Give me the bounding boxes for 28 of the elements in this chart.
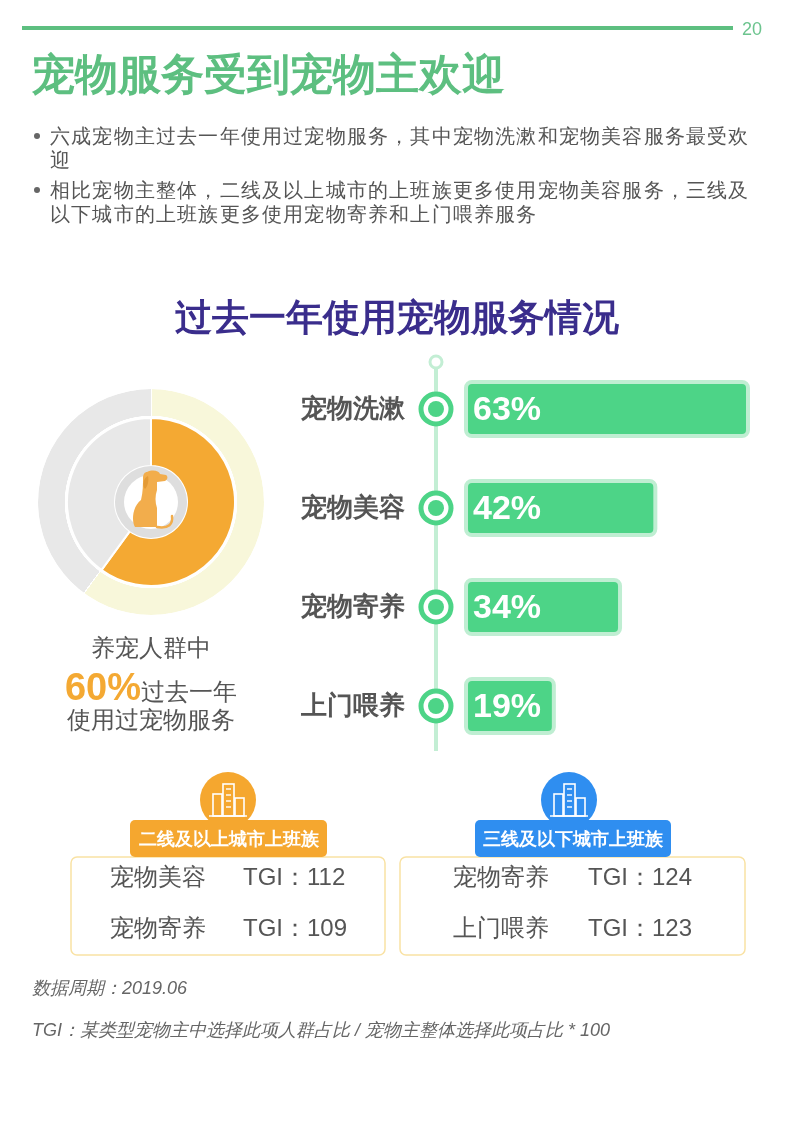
data-label: 19% (473, 686, 542, 726)
data-label: 42% (473, 488, 542, 528)
text: 二线及以上城市上班族 (138, 828, 319, 849)
text: TGI：123 (588, 914, 693, 942)
text: 20 (742, 18, 763, 40)
data-label: 34% (473, 587, 542, 627)
y-tick-label: 宠物美容 (301, 492, 405, 523)
text: 数据周期：2019.06 (32, 977, 188, 999)
chart-title: 过去一年使用宠物服务情况 (175, 296, 619, 340)
data-label: 63% (473, 389, 542, 429)
text: 六成宠物主过去一年使用过宠物服务，其中宠物洗漱和宠物美容服务最受欢迎 (50, 124, 751, 172)
category-label: 宠物美容 (110, 863, 206, 891)
category-label: 上门喂养 (453, 914, 549, 942)
text: TGI：112 (243, 863, 346, 891)
text: 三线及以下城市上班族 (483, 828, 663, 849)
text: TGI：某类型宠物主中选择此项人群占比 / 宠物主整体选择此项占比 * 100 (32, 1019, 611, 1041)
category-label: 宠物寄养 (110, 914, 206, 942)
y-tick-label: 宠物寄养 (301, 591, 405, 622)
text: TGI：109 (243, 914, 348, 942)
text: 使用过宠物服务 (67, 706, 235, 734)
y-tick-label: 上门喂养 (301, 690, 405, 721)
text: 宠物服务受到宠物主欢迎 (32, 50, 505, 100)
y-tick-label: 宠物洗漱 (301, 393, 405, 424)
text: 养宠人群中 (91, 634, 211, 662)
text: 相比宠物主整体，二线及以上城市的上班族更多使用宠物美容服务，三线及以下城市的上班族更多使用宠物寄养和上门喂养服务 (50, 178, 751, 226)
text: 60%过去一年 (64, 666, 238, 709)
text: TGI：124 (588, 863, 693, 891)
category-label: 宠物寄养 (453, 863, 549, 891)
